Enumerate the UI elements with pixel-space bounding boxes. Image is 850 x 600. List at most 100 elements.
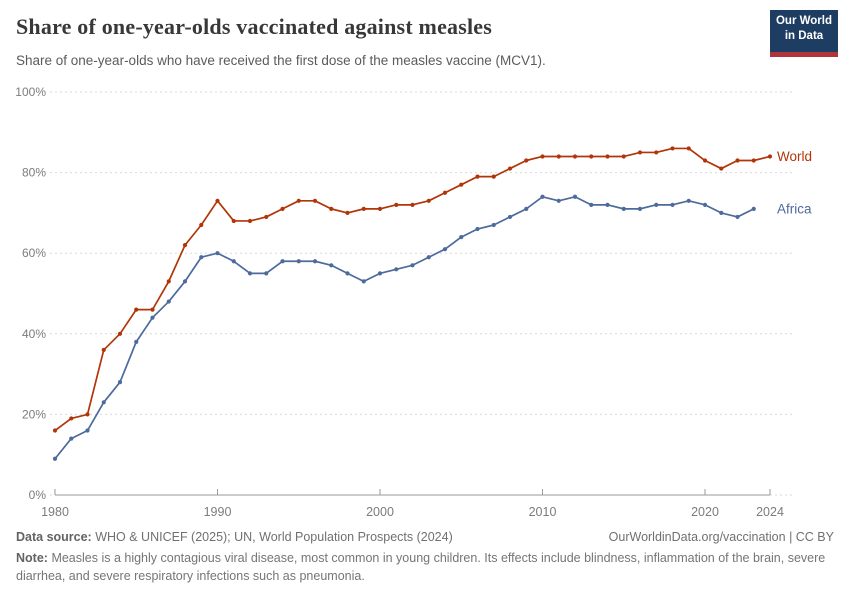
africa-point-2007: [491, 222, 496, 228]
africa-point-1990: [215, 251, 220, 256]
world-point-1990: [215, 198, 220, 203]
x-tick-label-1990: 1990: [204, 505, 232, 519]
africa-point-2013: [589, 202, 594, 207]
africa-point-1987: [166, 299, 171, 304]
world-point-2018: [670, 146, 675, 151]
world-point-2019: [686, 146, 691, 151]
africa-point-2014: [605, 202, 610, 207]
world-point-1988: [182, 243, 188, 248]
world-point-2004: [442, 190, 448, 195]
attribution-link[interactable]: OurWorldinData.org/vaccination | CC BY: [608, 530, 834, 544]
chart-footer: Data source: WHO & UNICEF (2025); UN, Wo…: [16, 530, 834, 585]
africa-point-2019: [686, 198, 691, 203]
africa-point-2010: [540, 194, 545, 199]
africa-point-1997: [329, 263, 334, 268]
world-series-label[interactable]: World: [777, 149, 812, 164]
africa-point-2009: [524, 206, 529, 211]
africa-point-2006: [475, 226, 480, 232]
world-point-1992: [247, 218, 253, 224]
data-source-text: WHO & UNICEF (2025); UN, World Populatio…: [95, 530, 453, 544]
x-tick-label-2020: 2020: [691, 505, 719, 519]
y-tick-label-80: 80%: [22, 166, 46, 180]
africa-point-2001: [394, 267, 399, 272]
africa-point-1983: [101, 400, 106, 405]
x-tick-label-2010: 2010: [529, 505, 557, 519]
data-source: Data source: WHO & UNICEF (2025); UN, Wo…: [16, 530, 453, 544]
world-point-2021: [719, 166, 724, 171]
africa-point-2021: [719, 210, 724, 215]
world-point-2006: [475, 174, 480, 179]
africa-point-2012: [572, 194, 578, 199]
world-point-2020: [702, 158, 708, 163]
world-point-2014: [605, 154, 610, 159]
africa-point-1982: [85, 428, 90, 433]
world-point-1980: [52, 428, 58, 433]
world-point-1983: [101, 347, 106, 353]
africa-point-1981: [69, 436, 74, 441]
africa-point-1998: [345, 271, 350, 276]
africa-point-1992: [247, 271, 253, 276]
africa-point-1986: [150, 315, 155, 320]
world-point-2007: [491, 174, 496, 179]
world-point-1994: [280, 206, 285, 211]
world-point-1995: [296, 198, 301, 203]
africa-point-2018: [670, 202, 675, 207]
x-tick-label-2000: 2000: [366, 505, 394, 519]
world-point-2003: [426, 198, 431, 203]
africa-point-2002: [410, 263, 415, 268]
africa-point-1994: [280, 259, 285, 264]
world-point-1989: [199, 222, 204, 228]
africa-point-1989: [199, 255, 204, 260]
world-point-1996: [312, 198, 318, 203]
x-tick-label-1980: 1980: [41, 505, 69, 519]
y-tick-label-20: 20%: [22, 407, 46, 421]
africa-point-2017: [654, 202, 659, 207]
world-point-2001: [394, 202, 399, 207]
africa-point-1999: [361, 279, 366, 284]
world-point-2023: [751, 158, 756, 163]
africa-point-2016: [637, 206, 643, 211]
world-point-2016: [637, 150, 643, 155]
africa-line[interactable]: [54, 195, 755, 460]
world-point-2000: [377, 206, 383, 211]
africa-point-1984: [117, 380, 123, 385]
x-tick-label-2024: 2024: [756, 505, 784, 519]
world-point-2009: [524, 158, 529, 163]
africa-point-1995: [296, 259, 301, 264]
world-point-2010: [540, 154, 545, 159]
owid-logo-line1: Our World: [775, 15, 832, 27]
world-point-1985: [134, 307, 139, 312]
africa-point-2020: [702, 202, 708, 207]
owid-logo[interactable]: Our World in Data: [770, 10, 838, 57]
africa-point-2008: [507, 214, 513, 220]
africa-series-label[interactable]: Africa: [777, 201, 812, 216]
y-tick-label-100: 100%: [15, 85, 46, 99]
world-point-1987: [166, 279, 171, 284]
africa-point-1980: [52, 456, 58, 461]
y-tick-label-60: 60%: [22, 246, 46, 260]
africa-point-2011: [556, 198, 561, 203]
world-point-2022: [735, 158, 740, 163]
africa-point-2003: [426, 255, 431, 260]
africa-point-2015: [621, 206, 626, 211]
world-point-1984: [117, 331, 123, 336]
y-tick-label-0: 0%: [29, 488, 47, 502]
africa-point-1988: [182, 279, 188, 284]
africa-point-1993: [264, 271, 269, 276]
africa-point-2005: [459, 234, 464, 240]
africa-point-1991: [231, 259, 236, 264]
africa-point-2000: [377, 271, 383, 276]
world-point-1993: [264, 214, 269, 220]
world-point-2013: [589, 154, 594, 159]
world-line[interactable]: [54, 147, 771, 432]
world-point-1997: [329, 206, 334, 211]
africa-point-2004: [442, 247, 448, 252]
world-point-2015: [621, 154, 626, 159]
line-chart: 0% 20% 40% 60% 80% 100% 1980 1990 2000 2010 2020 20…: [0, 78, 850, 523]
africa-point-1996: [312, 259, 318, 264]
world-point-1991: [231, 218, 236, 224]
chart-svg: 0% 20% 40% 60% 80% 100% 1980 1990 2000 2010 2020 20…: [15, 85, 812, 519]
world-point-2017: [654, 150, 659, 155]
world-point-1981: [69, 416, 74, 421]
world-point-1986: [150, 307, 155, 312]
